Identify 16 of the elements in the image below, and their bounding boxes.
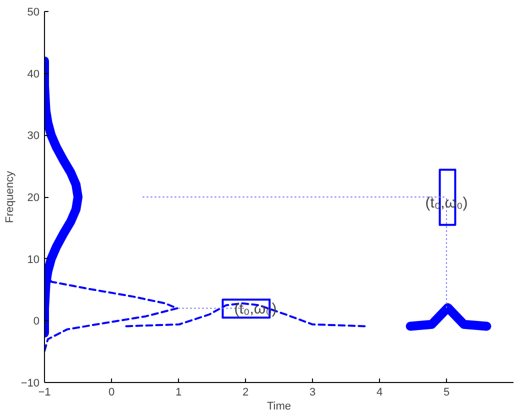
y-tick-label: −10 bbox=[20, 378, 40, 390]
x-tick-label: 4 bbox=[376, 386, 383, 398]
y-tick-label: 0 bbox=[33, 316, 40, 328]
y-axis-title: Frequency bbox=[4, 170, 16, 223]
y-tick-label: 10 bbox=[27, 254, 40, 266]
x-tick-label: 1 bbox=[175, 386, 182, 398]
x-tick-label: −1 bbox=[38, 386, 51, 398]
x-tick-label: 2 bbox=[242, 386, 249, 398]
x-tick-label: 0 bbox=[108, 386, 115, 398]
x-tick-label: 5 bbox=[443, 386, 450, 398]
x-axis-title: Time bbox=[266, 400, 292, 412]
x-tick-label: 3 bbox=[309, 386, 316, 398]
y-tick-label: 20 bbox=[27, 192, 40, 204]
y-tick-label: 30 bbox=[27, 130, 40, 142]
y-tick-label: 50 bbox=[27, 6, 40, 18]
y-tick-label: 40 bbox=[27, 68, 40, 80]
